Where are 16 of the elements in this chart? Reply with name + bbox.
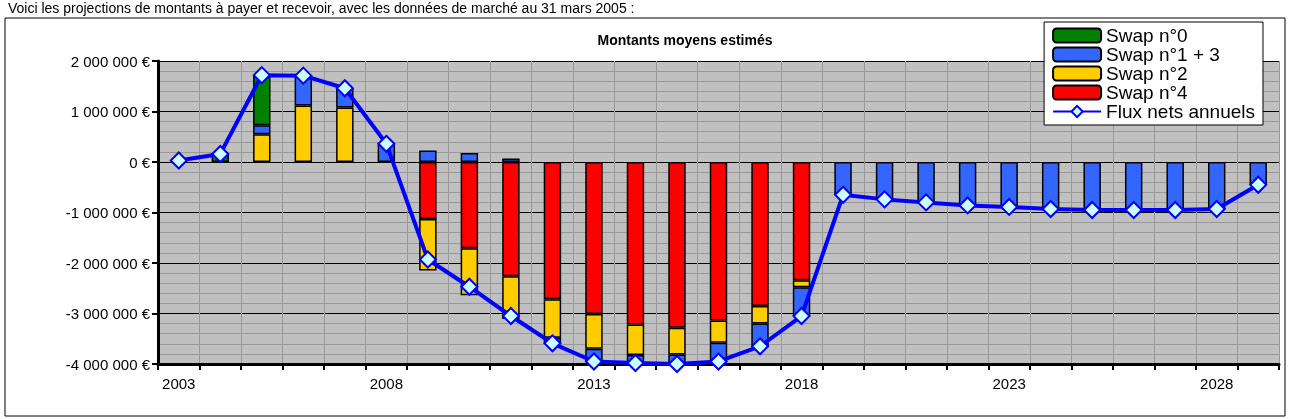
y-tick-label: 2 000 000 € [70, 52, 151, 70]
x-tick-label: 2008 [369, 375, 404, 392]
x-tick-label: 2013 [577, 375, 611, 392]
y-tick-label: -4 000 000 € [65, 355, 151, 373]
chart-title: Montants moyens estimés [597, 32, 773, 48]
x-tick-label: 2018 [784, 375, 819, 392]
y-tick-label: 1 000 000 € [70, 103, 151, 120]
y-tick-label: -2 000 000 € [65, 254, 151, 272]
x-tick-label: 2028 [1200, 375, 1234, 392]
x-tick-label: 2023 [992, 375, 1026, 392]
y-tick-label: -1 000 000 € [65, 204, 151, 221]
text: Voici les projections de montants à payer et recevoir, avec les données de marché au 31 mars 2005 : [8, 0, 635, 16]
y-tick-label: -3 000 000 € [65, 305, 151, 322]
legend-label: Swap n°0 [1106, 25, 1188, 46]
y-tick-label: 0 € [129, 153, 151, 171]
x-tick-label: 2003 [162, 375, 196, 392]
